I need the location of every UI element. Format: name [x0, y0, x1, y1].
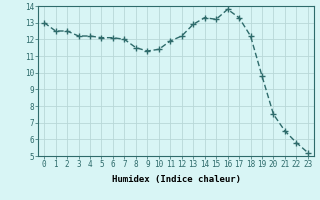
X-axis label: Humidex (Indice chaleur): Humidex (Indice chaleur) — [111, 175, 241, 184]
